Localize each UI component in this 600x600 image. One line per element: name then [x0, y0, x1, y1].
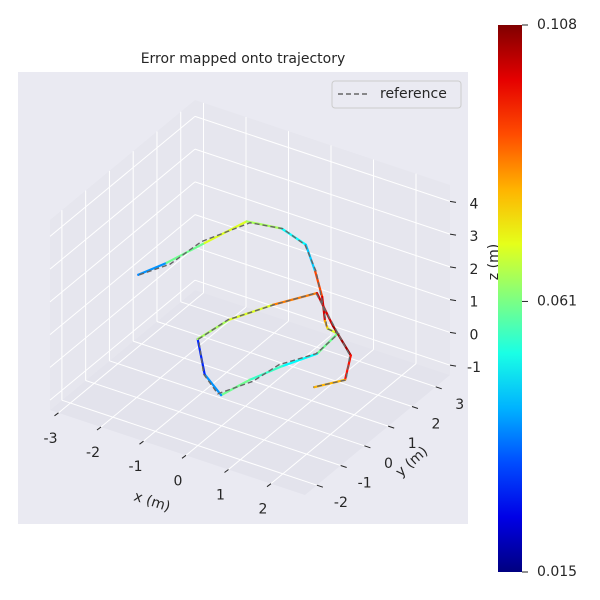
grid-line	[156, 321, 413, 407]
grid-line	[100, 306, 247, 428]
grid-line	[49, 247, 196, 368]
x-tick-label: -1	[129, 459, 143, 475]
back-pane	[195, 100, 450, 375]
chart-title: Error mapped onto trajectory	[141, 51, 346, 67]
tick-mark	[435, 386, 442, 390]
tick-mark	[224, 469, 229, 473]
tick-mark	[449, 331, 457, 334]
tick-mark	[54, 412, 59, 417]
grid-line	[58, 292, 204, 414]
trajectory-segment	[203, 373, 223, 397]
trajectory-segment	[281, 352, 319, 368]
y-tick-label: -2	[334, 495, 348, 511]
tick-mark	[364, 445, 371, 449]
grid-line	[49, 115, 196, 237]
tick-mark	[449, 299, 457, 302]
z-tick-label: 3	[470, 229, 479, 245]
tick-mark	[139, 440, 144, 445]
colorbar	[498, 25, 522, 572]
z-tick-label: -1	[467, 360, 481, 376]
grid-line	[194, 115, 451, 202]
x-tick-label: 0	[174, 473, 183, 489]
tick-mark	[411, 406, 419, 409]
z-tick-label: 2	[470, 262, 479, 278]
tick-mark	[449, 364, 457, 367]
tick-mark	[449, 233, 457, 236]
grid-line	[49, 148, 196, 270]
tick-mark	[449, 200, 457, 203]
colorbar-tick-label: 0.061	[537, 293, 577, 309]
grid-line	[49, 279, 196, 401]
x-tick-label: -2	[86, 445, 100, 461]
tick-mark	[316, 484, 324, 488]
y-tick-label: 3	[455, 397, 464, 413]
grid-line	[194, 214, 451, 301]
z-tick-label: 1	[470, 295, 479, 311]
grid-line	[270, 363, 417, 485]
trajectory-segment	[304, 243, 317, 273]
x-tick-label: 2	[259, 502, 268, 518]
floor-pane	[50, 290, 450, 495]
colorbar-tick-label: 0.015	[537, 564, 577, 580]
z-tick-label: 4	[470, 196, 479, 212]
tick-mark	[340, 465, 347, 468]
tick-mark	[96, 426, 102, 431]
grid-line	[194, 246, 451, 333]
tick-mark	[266, 483, 272, 488]
grid-line	[143, 320, 289, 442]
grid-line	[194, 181, 451, 268]
legend-label: reference	[380, 86, 447, 102]
grid-line	[109, 360, 365, 447]
y-tick-label: 0	[384, 456, 393, 472]
tick-mark	[388, 425, 395, 429]
grid-line	[185, 334, 332, 456]
x-tick-label: -3	[44, 431, 58, 447]
grid-line	[194, 279, 451, 366]
grid-line	[85, 380, 341, 466]
left-pane	[50, 100, 195, 410]
legend-box	[331, 80, 462, 109]
grid-line	[228, 349, 374, 470]
x-tick-label: 1	[216, 488, 225, 504]
y-tick-label: 2	[432, 416, 441, 432]
grid-line	[133, 340, 389, 427]
tick-mark	[181, 454, 187, 459]
colorbar-tick-label: 0.108	[537, 17, 577, 33]
grid-line	[61, 399, 318, 486]
y-tick-label: -1	[358, 475, 372, 491]
grid-line	[49, 214, 196, 336]
y-tick-label: 1	[408, 436, 417, 452]
grid-line	[49, 181, 196, 303]
z-tick-label: 0	[470, 327, 479, 343]
tick-mark	[449, 266, 457, 269]
grid-line	[194, 148, 451, 235]
grid-line	[180, 301, 436, 388]
